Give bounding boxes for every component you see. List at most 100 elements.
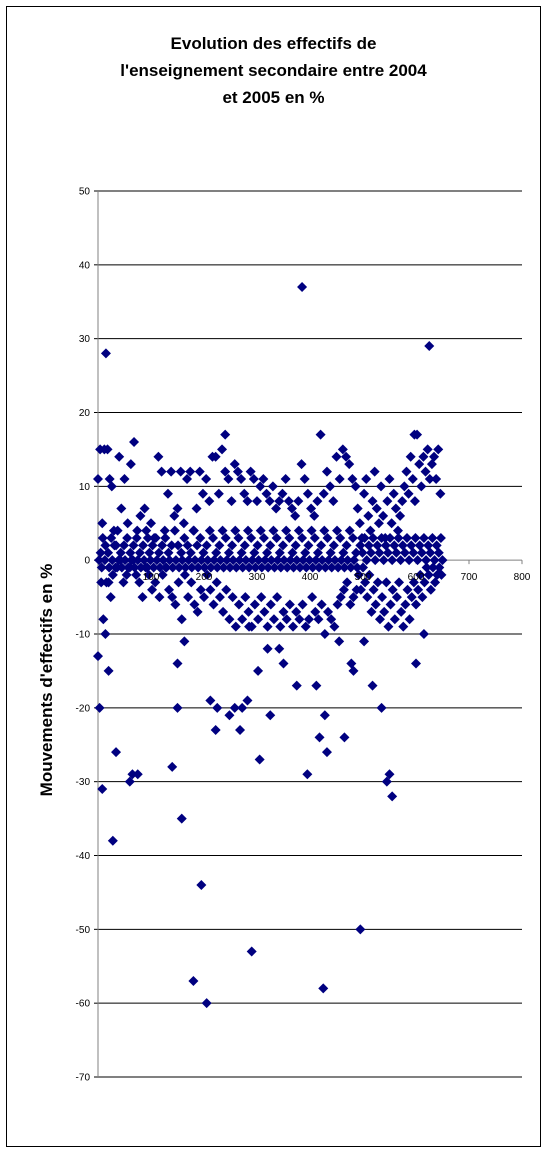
data-point bbox=[249, 547, 260, 558]
data-point bbox=[246, 946, 257, 957]
data-point bbox=[161, 562, 172, 573]
data-point bbox=[288, 562, 299, 573]
data-point bbox=[97, 518, 108, 529]
data-point bbox=[348, 665, 359, 676]
data-point bbox=[224, 562, 235, 573]
data-point bbox=[147, 540, 158, 551]
data-point bbox=[397, 496, 408, 507]
data-point bbox=[326, 614, 337, 625]
data-point bbox=[230, 621, 241, 632]
data-point bbox=[205, 695, 216, 706]
data-point bbox=[214, 592, 225, 603]
data-point bbox=[236, 547, 247, 558]
data-point bbox=[417, 592, 428, 603]
data-point bbox=[97, 784, 108, 795]
data-point bbox=[262, 547, 273, 558]
x-tick-label: 300 bbox=[249, 572, 266, 583]
data-point bbox=[325, 481, 336, 492]
data-point bbox=[370, 599, 381, 610]
data-point bbox=[316, 540, 327, 551]
y-tick-label: 10 bbox=[79, 482, 91, 493]
data-point bbox=[144, 547, 155, 558]
data-point bbox=[118, 540, 129, 551]
data-point bbox=[399, 547, 410, 558]
data-point bbox=[195, 584, 206, 595]
data-point bbox=[157, 569, 168, 580]
gridlines bbox=[98, 190, 522, 1078]
data-point bbox=[231, 562, 242, 573]
data-point bbox=[269, 562, 280, 573]
data-point bbox=[429, 451, 440, 462]
data-point bbox=[227, 592, 238, 603]
data-point bbox=[297, 281, 308, 292]
data-point bbox=[310, 606, 321, 617]
data-point bbox=[281, 525, 292, 536]
data-point bbox=[244, 621, 255, 632]
data-point bbox=[127, 769, 138, 780]
data-point bbox=[210, 724, 221, 735]
data-point bbox=[189, 599, 200, 610]
data-point bbox=[259, 606, 270, 617]
data-point bbox=[274, 496, 285, 507]
data-point bbox=[287, 547, 298, 558]
data-point bbox=[137, 592, 148, 603]
data-point bbox=[359, 636, 370, 647]
data-point bbox=[374, 614, 385, 625]
x-tick-label: 700 bbox=[461, 572, 478, 583]
data-point bbox=[334, 636, 345, 647]
data-point bbox=[139, 555, 150, 566]
data-point bbox=[334, 473, 345, 484]
data-point bbox=[141, 525, 152, 536]
data-point bbox=[197, 488, 208, 499]
data-point bbox=[164, 555, 175, 566]
data-point bbox=[437, 555, 448, 566]
data-point bbox=[404, 614, 415, 625]
chart-title: Evolution des effectifs de l'enseignemen… bbox=[40, 30, 507, 111]
data-point bbox=[111, 747, 122, 758]
data-point bbox=[264, 496, 275, 507]
data-point bbox=[106, 481, 117, 492]
data-point bbox=[116, 562, 127, 573]
data-point bbox=[312, 496, 323, 507]
data-point bbox=[132, 769, 143, 780]
data-point bbox=[115, 547, 126, 558]
data-point bbox=[258, 473, 269, 484]
data-point bbox=[294, 614, 305, 625]
data-point bbox=[284, 533, 295, 544]
data-point bbox=[427, 562, 438, 573]
data-point bbox=[217, 525, 228, 536]
data-point bbox=[354, 518, 365, 529]
data-point bbox=[416, 547, 427, 558]
data-point bbox=[172, 702, 183, 713]
data-point bbox=[316, 599, 327, 610]
data-point bbox=[344, 459, 355, 470]
x-tick-label: 800 bbox=[514, 572, 531, 583]
data-point bbox=[348, 555, 359, 566]
chart-title-line-3: et 2005 en % bbox=[222, 88, 325, 107]
data-point bbox=[300, 621, 311, 632]
data-point bbox=[424, 341, 435, 352]
data-point bbox=[256, 592, 267, 603]
data-point bbox=[183, 592, 194, 603]
data-point bbox=[153, 547, 164, 558]
data-point bbox=[301, 562, 312, 573]
y-axis-label: Mouvements d'effectifs en % bbox=[37, 564, 56, 797]
data-point bbox=[96, 562, 107, 573]
data-point bbox=[226, 496, 237, 507]
data-point bbox=[395, 510, 406, 521]
data-point bbox=[221, 584, 232, 595]
data-point bbox=[196, 880, 207, 891]
data-point bbox=[201, 998, 212, 1009]
data-point bbox=[169, 510, 180, 521]
data-point bbox=[275, 621, 286, 632]
data-point bbox=[395, 555, 406, 566]
data-point bbox=[389, 540, 400, 551]
y-tick-label: -40 bbox=[76, 851, 91, 862]
data-point bbox=[272, 555, 283, 566]
data-point bbox=[176, 614, 187, 625]
data-point bbox=[123, 562, 134, 573]
data-point bbox=[167, 761, 178, 772]
data-point bbox=[196, 555, 207, 566]
data-point bbox=[291, 555, 302, 566]
data-point bbox=[348, 592, 359, 603]
